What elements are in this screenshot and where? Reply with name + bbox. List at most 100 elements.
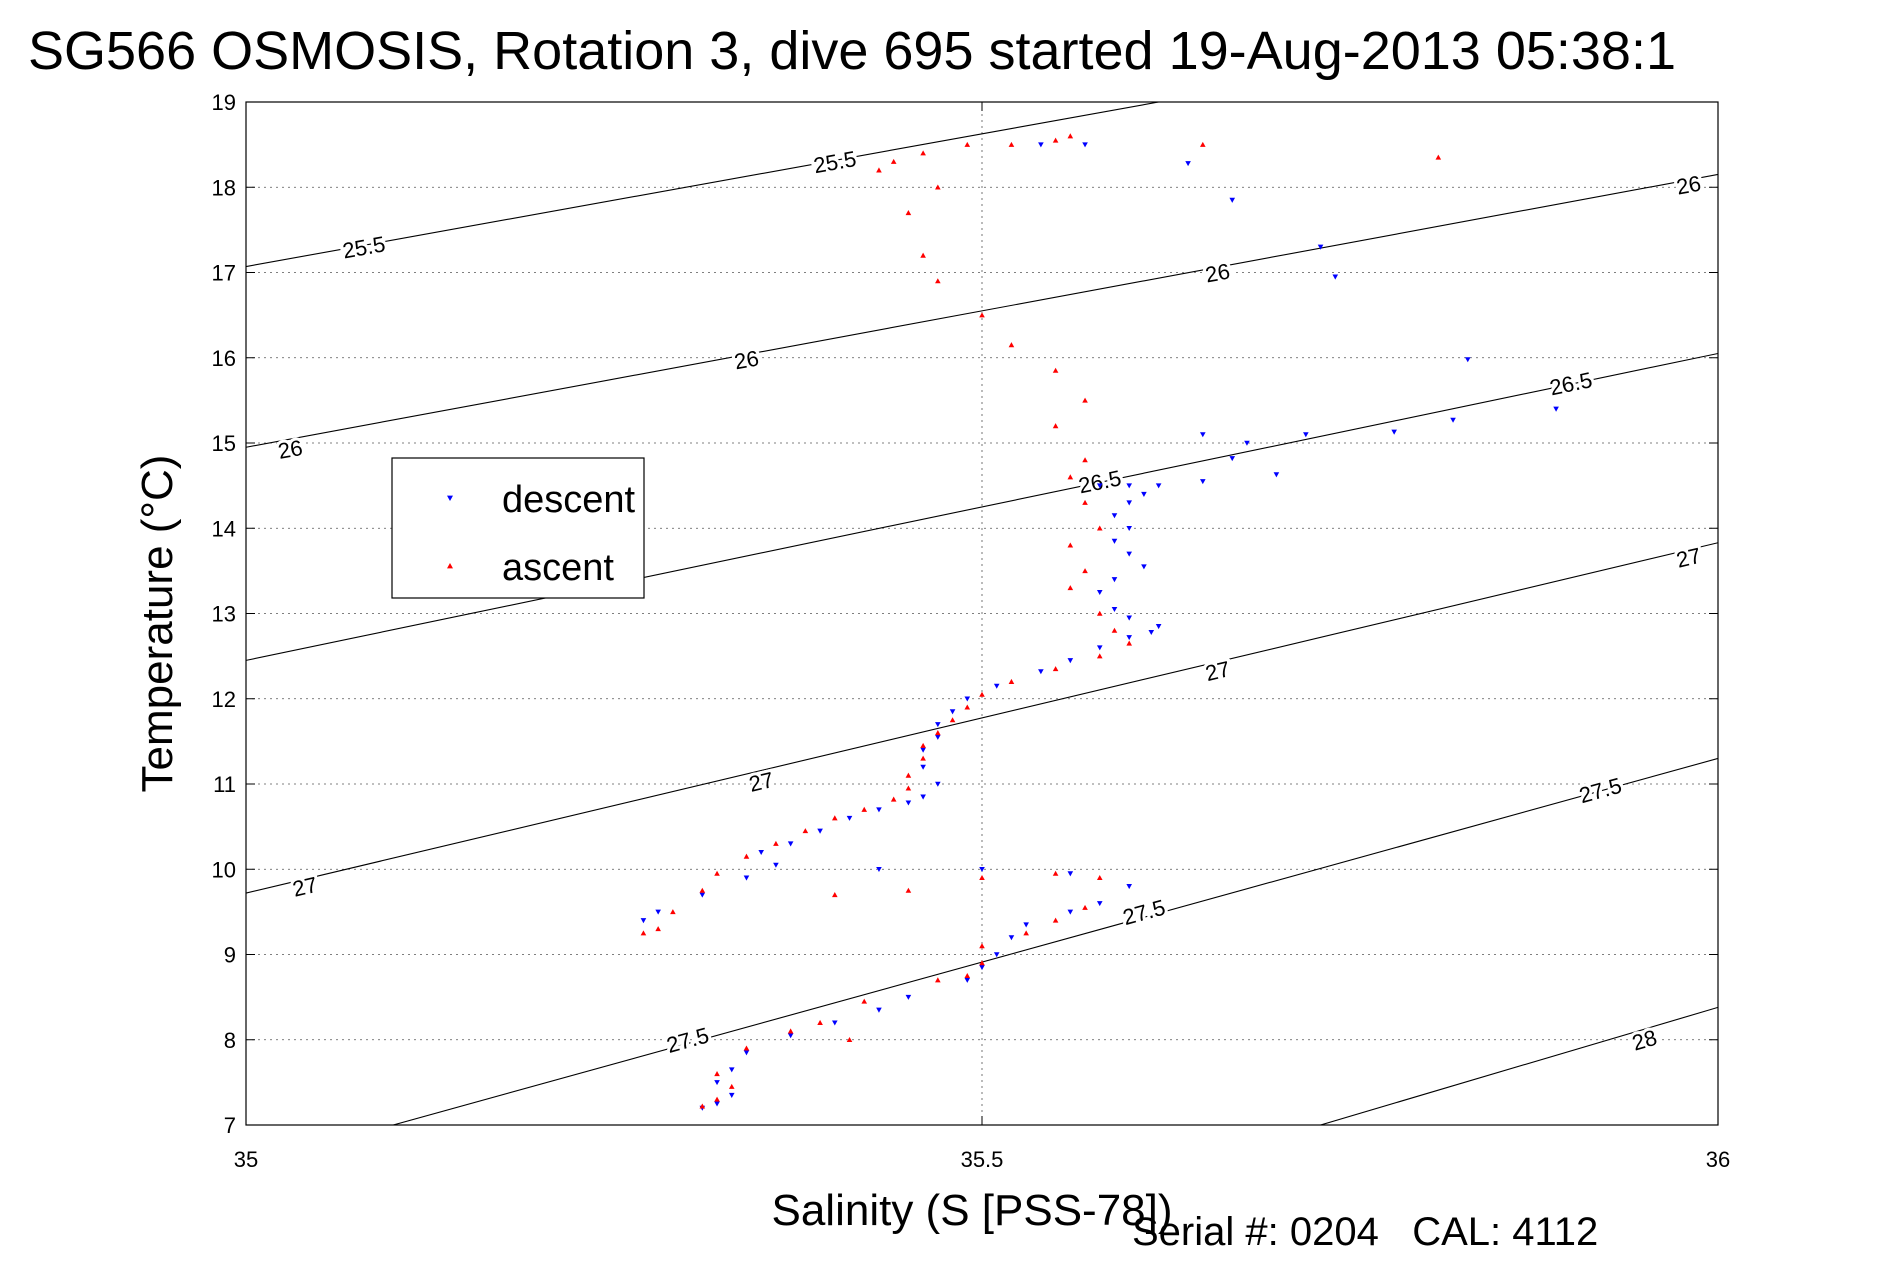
ascent-point — [714, 1096, 720, 1102]
density-contour-label: 27.5 — [1120, 895, 1168, 931]
ascent-point — [1067, 585, 1074, 591]
descent-point — [1038, 142, 1044, 148]
ascent-point — [890, 796, 897, 802]
density-contour-line — [1320, 1006, 1718, 1125]
ascent-point — [905, 785, 912, 791]
descent-point — [1200, 479, 1206, 485]
legend-marker-descent — [447, 495, 453, 501]
descent-point — [935, 734, 941, 740]
y-tick-label: 14 — [212, 516, 236, 541]
ascent-point — [1096, 525, 1103, 531]
ascent-point — [935, 977, 941, 983]
descent-point — [1155, 483, 1162, 489]
descent-point — [1141, 491, 1147, 497]
ascent-point — [1096, 874, 1103, 881]
descent-point — [728, 1092, 735, 1098]
descent-point — [817, 828, 823, 834]
descent-point — [993, 683, 1000, 689]
descent-point — [1332, 274, 1339, 280]
descent-point — [832, 1020, 838, 1026]
descent-point — [1200, 432, 1206, 438]
descent-point — [1038, 669, 1044, 675]
grid-lines — [246, 102, 1718, 1125]
ascent-point — [1052, 423, 1059, 429]
ascent-point — [935, 184, 941, 190]
ascent-point — [832, 815, 838, 821]
y-tick-label: 16 — [212, 346, 236, 371]
y-tick-label: 10 — [212, 857, 236, 882]
descent-point — [1111, 538, 1118, 544]
descent-point — [1273, 472, 1280, 478]
density-contour-label: 26 — [276, 435, 305, 464]
ascent-point — [714, 1071, 720, 1077]
descent-point — [964, 696, 971, 702]
density-contour-line — [246, 542, 1718, 894]
descent-point — [905, 994, 912, 1000]
descent-point — [655, 909, 661, 915]
descent-point — [979, 867, 985, 873]
ascent-point — [699, 1103, 706, 1109]
descent-point — [920, 794, 926, 800]
descent-point — [1126, 615, 1132, 621]
ascent-point — [935, 278, 941, 284]
descent-point — [758, 849, 764, 855]
ascent-point — [1052, 870, 1059, 876]
descent-point — [787, 841, 794, 847]
descent-point — [1067, 871, 1074, 877]
descent-point — [1096, 589, 1103, 595]
descent-point — [1317, 244, 1324, 250]
descent-point — [743, 875, 750, 881]
descent-point — [876, 807, 882, 813]
descent-point — [979, 965, 985, 971]
serial-value: 0204 — [1289, 1210, 1379, 1254]
descent-point — [1464, 357, 1471, 363]
ascent-point — [1067, 474, 1074, 480]
descent-point — [1126, 635, 1132, 641]
ascent-point — [1126, 640, 1132, 646]
ascent-point — [773, 840, 779, 846]
ascent-point — [1023, 930, 1029, 936]
y-tick-label: 12 — [212, 687, 236, 712]
descent-point — [1096, 645, 1103, 651]
ascent-point — [714, 870, 720, 876]
descent-point — [640, 918, 647, 924]
descent-point — [1229, 456, 1236, 462]
descent-point — [1303, 432, 1309, 438]
ascent-point — [655, 926, 661, 932]
ascent-point — [802, 828, 809, 834]
descent-point — [1096, 483, 1103, 489]
descent-point — [1096, 901, 1103, 907]
descent-point — [1008, 935, 1015, 941]
descent-point — [743, 1050, 750, 1056]
ascent-point — [1008, 342, 1015, 348]
x-axis-label: Salinity (S [PSS-78]) — [771, 1186, 1172, 1235]
ascent-point — [949, 717, 956, 723]
x-tick-label: 36 — [1706, 1147, 1730, 1172]
ascent-point — [1082, 457, 1088, 463]
y-tick-label: 19 — [212, 90, 236, 115]
axis-ticks: 7 8 9 10 11 12 13 14 15 16 17 18 19 35 35.5 36 — [212, 90, 1731, 1172]
ascent-point — [905, 887, 912, 893]
chart-title: SG566 OSMOSIS, Rotation 3, dive 695 star… — [28, 21, 1677, 81]
ascent-point — [905, 210, 912, 216]
descent-point — [1067, 658, 1074, 664]
ascent-point — [920, 252, 926, 258]
ascent-point — [1067, 133, 1074, 139]
legend-marker-ascent — [447, 563, 453, 569]
legend-marker-shape — [447, 563, 453, 569]
ascent-point — [964, 704, 971, 710]
density-contour-line — [246, 352, 1718, 661]
descent-point — [1126, 483, 1132, 489]
descent-point — [1126, 500, 1132, 506]
density-contour-label: 26 — [1203, 258, 1232, 287]
descent-point — [964, 977, 971, 983]
legend-label-ascent: ascent — [502, 547, 614, 589]
descent-point — [1111, 513, 1118, 519]
descent-point — [1023, 922, 1029, 928]
ascent-point — [1435, 154, 1442, 160]
legend: descent ascent — [391, 457, 645, 599]
y-tick-label: 7 — [224, 1113, 236, 1138]
descent-point — [920, 764, 926, 770]
ascent-point — [699, 887, 706, 893]
